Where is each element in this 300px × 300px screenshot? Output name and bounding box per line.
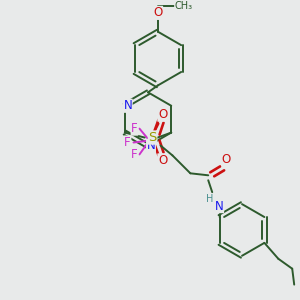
Text: H: H xyxy=(206,194,213,204)
Text: O: O xyxy=(221,153,231,166)
Text: O: O xyxy=(158,108,167,121)
Text: F: F xyxy=(131,148,138,161)
Text: CH₃: CH₃ xyxy=(175,1,193,11)
Text: F: F xyxy=(124,136,131,149)
Text: N: N xyxy=(123,99,132,112)
Text: O: O xyxy=(153,6,163,19)
Text: S: S xyxy=(148,131,157,144)
Text: N: N xyxy=(215,200,224,213)
Text: F: F xyxy=(131,122,138,135)
Text: O: O xyxy=(158,154,167,167)
Text: N: N xyxy=(147,140,155,152)
